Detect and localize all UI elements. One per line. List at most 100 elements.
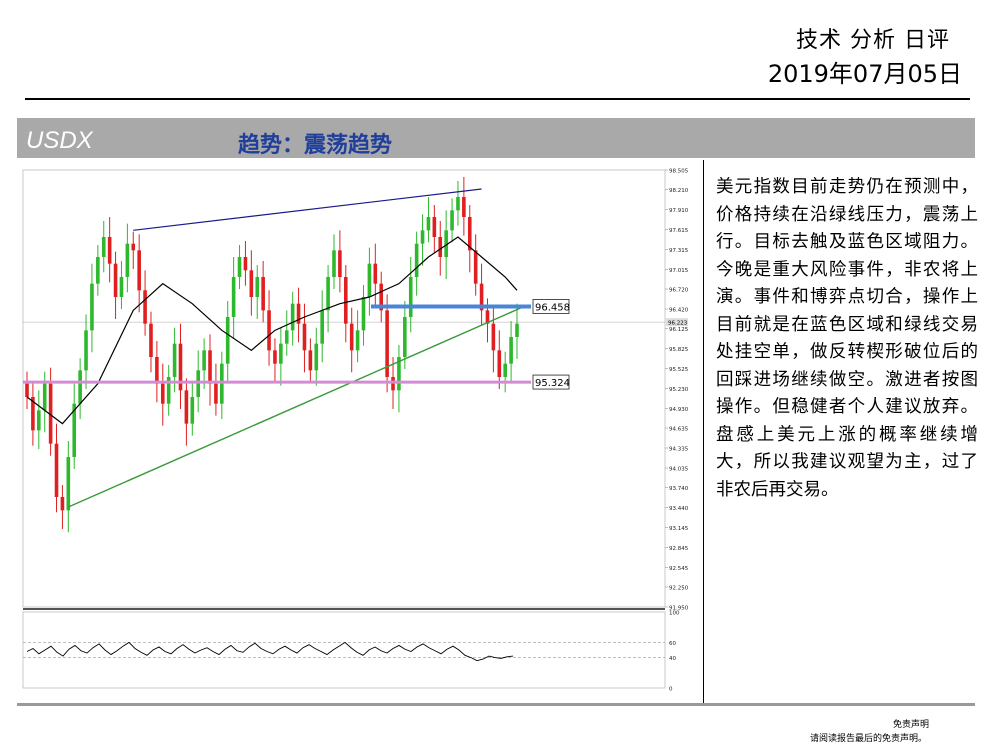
candle-body (119, 277, 124, 297)
y-tick-label: 97.015 (669, 268, 689, 274)
candle-body (497, 350, 502, 377)
candle-body (149, 323, 153, 357)
candle-body (320, 310, 324, 344)
y-tick-label: 95.825 (669, 347, 689, 353)
candle-body (509, 337, 513, 364)
candle-body (343, 277, 348, 324)
candle-body (166, 377, 171, 404)
candle-body (267, 310, 271, 351)
footer-divider (17, 703, 975, 706)
candle-body (438, 237, 443, 257)
oscillator-tick-label: 40 (669, 656, 676, 662)
oscillator-tick-label: 100 (669, 611, 680, 617)
candle-body (450, 210, 454, 231)
candle-body (78, 370, 82, 404)
candle-body (355, 330, 360, 351)
y-tick-label: 97.615 (669, 228, 689, 234)
y-tick-label: 98.210 (669, 188, 689, 194)
candle-body (184, 390, 189, 424)
candle-body (202, 350, 206, 371)
y-tick-label: 91.950 (669, 606, 689, 612)
candle-body (225, 317, 230, 364)
panel-divider (703, 160, 704, 703)
candle-body (220, 363, 224, 404)
y-tick-label: 96.125 (669, 327, 689, 333)
candle-body (249, 270, 254, 297)
oscillator-tick-label: 0 (669, 687, 673, 693)
candle-body (338, 250, 342, 277)
candle-body (349, 323, 354, 351)
candle-body (444, 230, 448, 257)
candle-body (373, 263, 378, 284)
candle-body (90, 283, 94, 331)
candle-body (84, 330, 88, 371)
y-tick-label: 92.250 (669, 586, 689, 592)
upper-trendline (133, 188, 482, 231)
moving-average-line (26, 236, 518, 425)
candle-body (261, 277, 265, 311)
candle-body (290, 303, 295, 331)
candle-body (131, 243, 136, 251)
y-tick-label: 97.910 (669, 208, 689, 214)
candle-body (491, 323, 496, 351)
y-tick-label: 94.635 (669, 427, 689, 433)
y-tick-label: 92.845 (669, 546, 689, 552)
report-date: 2019年07月05日 (767, 60, 962, 88)
candle-body (237, 257, 242, 277)
candle-body (107, 237, 112, 264)
y-tick-label: 95.230 (669, 387, 689, 393)
candle-body (367, 263, 372, 297)
candle-body (456, 197, 460, 211)
candle-body (143, 290, 147, 324)
candle-body (397, 357, 401, 391)
y-tick-label: 93.145 (669, 526, 689, 532)
candle-body (302, 323, 307, 351)
candle-body (326, 277, 330, 311)
resistance-level-box (532, 299, 570, 314)
candle-body (279, 343, 283, 364)
candle-body (37, 410, 41, 431)
candle-body (72, 403, 77, 457)
y-tick-label: 98.505 (669, 169, 689, 175)
candle-body (160, 383, 165, 404)
candle-body (60, 497, 65, 511)
lower-trendline (68, 306, 524, 508)
candle-body (314, 343, 319, 371)
candle-body (473, 250, 478, 284)
y-tick-label: 96.420 (669, 308, 689, 314)
candle-body (231, 277, 236, 317)
candle-body (503, 363, 507, 377)
y-tick-label: 94.930 (669, 407, 689, 413)
resistance-level-label: 96.458 (535, 302, 570, 313)
candle-body (414, 243, 419, 277)
candle-body (391, 377, 395, 391)
oscillator-panel-frame (22, 611, 666, 689)
candle-body (66, 457, 71, 511)
candle-body (178, 343, 183, 391)
analysis-commentary: 美元指数目前走势仍在预测中，价格持续在沿绿线压力，震荡上行。目标去触及蓝色区域阻… (716, 177, 978, 500)
candle-body (125, 243, 130, 277)
candle-body (273, 350, 277, 364)
report-title: 技术 分析 日评 (796, 28, 950, 53)
candle-body (243, 257, 248, 271)
y-tick-label: 93.740 (669, 486, 689, 492)
candle-body (296, 303, 301, 324)
candle-body (432, 217, 437, 237)
candle-body (420, 230, 425, 244)
instrument-symbol: USDX (26, 127, 93, 154)
candle-body (48, 383, 53, 444)
candle-body (113, 263, 118, 297)
candle-body (515, 323, 519, 337)
candle-body (137, 250, 141, 291)
candle-body (172, 343, 177, 377)
candle-body (214, 383, 218, 404)
candle-body (255, 277, 260, 297)
disclaimer-text: 请阅读报告最后的免责声明。 (810, 734, 928, 744)
disclaimer-title: 免责声明 (893, 720, 930, 730)
candle-body (101, 237, 106, 257)
candle-body (408, 277, 413, 317)
oscillator-tick-label: 60 (669, 641, 676, 647)
current-price-box (666, 318, 688, 327)
y-tick-label: 95.525 (669, 367, 689, 373)
candle-body (479, 283, 484, 311)
